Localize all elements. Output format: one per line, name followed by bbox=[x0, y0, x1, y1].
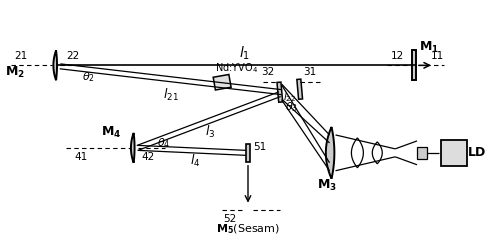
Text: Nd:YVO$_4$: Nd:YVO$_4$ bbox=[215, 62, 258, 75]
Polygon shape bbox=[277, 82, 283, 102]
Text: 51: 51 bbox=[253, 142, 266, 152]
Text: 52: 52 bbox=[223, 214, 237, 224]
Polygon shape bbox=[246, 144, 250, 162]
Text: 31: 31 bbox=[303, 67, 316, 77]
Text: $\mathbf{M_5}$(Sesam): $\mathbf{M_5}$(Sesam) bbox=[216, 222, 280, 236]
Text: $\mathbf{M_1}$: $\mathbf{M_1}$ bbox=[419, 40, 439, 55]
Text: 41: 41 bbox=[74, 152, 88, 162]
Polygon shape bbox=[53, 50, 57, 80]
Polygon shape bbox=[213, 74, 231, 90]
Polygon shape bbox=[412, 50, 416, 80]
Text: 42: 42 bbox=[142, 152, 155, 162]
Text: $l_3$: $l_3$ bbox=[205, 124, 215, 140]
Text: $\mathbf{M_4}$: $\mathbf{M_4}$ bbox=[100, 124, 121, 140]
Polygon shape bbox=[297, 79, 302, 99]
Text: $\mathbf{M_2}$: $\mathbf{M_2}$ bbox=[5, 65, 25, 80]
Text: $l_{22}$: $l_{22}$ bbox=[283, 90, 297, 104]
Text: LD: LD bbox=[468, 146, 486, 159]
Text: 32: 32 bbox=[261, 67, 275, 77]
Text: $\theta_2$: $\theta_2$ bbox=[82, 70, 96, 84]
Text: $\mathbf{M_3}$: $\mathbf{M_3}$ bbox=[317, 178, 337, 193]
Bar bbox=[441, 140, 467, 166]
Text: $l_4$: $l_4$ bbox=[190, 153, 200, 169]
Text: $\theta_4$: $\theta_4$ bbox=[157, 136, 170, 150]
Bar bbox=[417, 147, 427, 159]
Text: 12: 12 bbox=[391, 52, 404, 62]
Text: $\theta_3$: $\theta_3$ bbox=[285, 100, 298, 114]
Polygon shape bbox=[326, 127, 335, 179]
Text: 22: 22 bbox=[66, 52, 80, 62]
Text: $l_1$: $l_1$ bbox=[240, 45, 250, 62]
Polygon shape bbox=[131, 133, 135, 163]
Text: $l_{21}$: $l_{21}$ bbox=[162, 87, 178, 103]
Text: 21: 21 bbox=[15, 52, 28, 62]
Text: 11: 11 bbox=[430, 52, 444, 62]
